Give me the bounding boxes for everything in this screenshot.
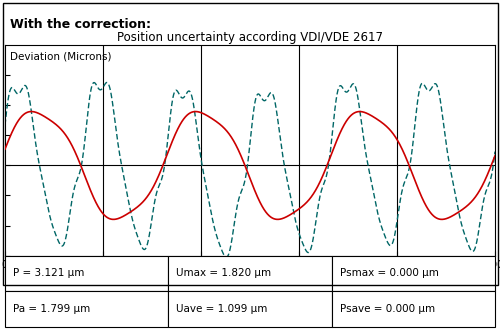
Text: With the correction:: With the correction: [10,18,151,31]
Title: Position uncertainty according VDI/VDE 2617: Position uncertainty according VDI/VDE 2… [117,31,383,44]
Text: Deviation (Microns): Deviation (Microns) [10,52,112,62]
X-axis label: Target position (Millimeter): Target position (Millimeter) [164,276,336,286]
